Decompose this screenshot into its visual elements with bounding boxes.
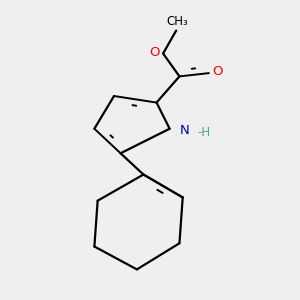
Text: -H: -H [197,125,211,139]
Text: O: O [149,46,159,59]
Text: N: N [179,124,189,137]
Text: CH₃: CH₃ [166,15,188,28]
Text: O: O [213,65,223,78]
